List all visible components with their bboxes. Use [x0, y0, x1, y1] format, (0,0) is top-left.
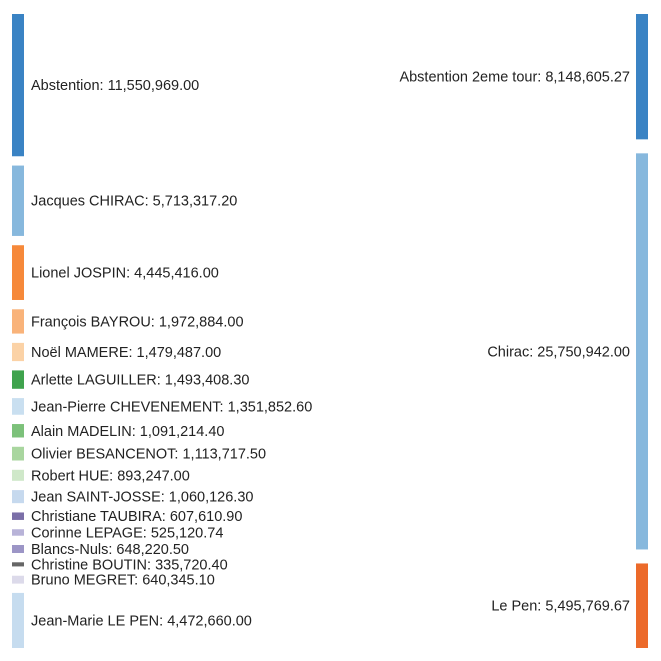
label-lepage: Corinne LEPAGE: 525,120.74 — [31, 525, 223, 541]
label-boutin: Christine BOUTIN: 335,720.40 — [31, 557, 228, 573]
node-lepen1[interactable] — [12, 592, 24, 648]
node-saintjosse[interactable] — [12, 490, 24, 504]
node-megret[interactable] — [12, 575, 24, 584]
node-madelin[interactable] — [12, 424, 24, 438]
label-lepen1: Jean-Marie LE PEN: 4,472,660.00 — [31, 613, 252, 629]
label-lepen2: Le Pen: 5,495,769.67 — [491, 599, 630, 615]
label-jospin: Lionel JOSPIN: 4,445,416.00 — [31, 266, 219, 282]
node-bayrou[interactable] — [12, 309, 24, 334]
link-abstention-to-chirac2[interactable] — [24, 74, 636, 250]
node-abstention[interactable] — [12, 14, 24, 157]
label-saintjosse: Jean SAINT-JOSSE: 1,060,126.30 — [31, 490, 253, 506]
label-chirac1: Jacques CHIRAC: 5,713,317.20 — [31, 194, 237, 210]
node-chirac2[interactable] — [636, 153, 648, 550]
label-abstention: Abstention: 11,550,969.00 — [31, 78, 199, 94]
node-abst2[interactable] — [636, 14, 648, 140]
nodes-layer — [12, 14, 648, 648]
label-hue: Robert HUE: 893,247.00 — [31, 468, 190, 484]
link-mamere-to-abst2[interactable] — [24, 107, 636, 346]
node-boutin[interactable] — [12, 562, 24, 567]
label-madelin: Alain MADELIN: 1,091,214.40 — [31, 424, 224, 440]
node-lepage[interactable] — [12, 529, 24, 536]
link-chirac1-to-chirac2[interactable] — [24, 167, 636, 336]
node-besancenot[interactable] — [12, 446, 24, 461]
node-chevenement[interactable] — [12, 398, 24, 415]
label-bayrou: François BAYROU: 1,972,884.00 — [31, 314, 244, 330]
node-lepen2[interactable] — [636, 563, 648, 648]
link-hue-to-abst2[interactable] — [24, 124, 636, 471]
link-chirac1-to-abst2[interactable] — [24, 90, 636, 168]
label-besancenot: Olivier BESANCENOT: 1,113,717.50 — [31, 447, 266, 463]
label-megret: Bruno MEGRET: 640,345.10 — [31, 573, 215, 589]
labels-layer: Abstention: 11,550,969.00 Jacques CHIRAC:… — [31, 70, 630, 630]
link-jospin-to-abst2[interactable] — [24, 92, 636, 253]
node-chirac1[interactable] — [12, 165, 24, 236]
node-hue[interactable] — [12, 469, 24, 481]
label-chirac2: Chirac: 25,750,942.00 — [487, 344, 630, 360]
node-mamere[interactable] — [12, 342, 24, 362]
node-laguiller[interactable] — [12, 370, 24, 389]
node-jospin[interactable] — [12, 245, 24, 300]
label-abst2: Abstention 2eme tour: 8,148,605.27 — [399, 70, 630, 86]
label-chevenement: Jean-Pierre CHEVENEMENT: 1,351,852.60 — [31, 399, 312, 415]
label-mamere: Noël MAMERE: 1,479,487.00 — [31, 345, 221, 361]
link-laguiller-to-abst2[interactable] — [24, 110, 636, 376]
label-laguiller: Arlette LAGUILLER: 1,493,408.30 — [31, 373, 249, 389]
node-taubira[interactable] — [12, 512, 24, 520]
label-taubira: Christiane TAUBIRA: 607,610.90 — [31, 509, 242, 525]
node-blancs[interactable] — [12, 545, 24, 553]
label-blancs: Blancs-Nuls: 648,220.50 — [31, 542, 189, 558]
